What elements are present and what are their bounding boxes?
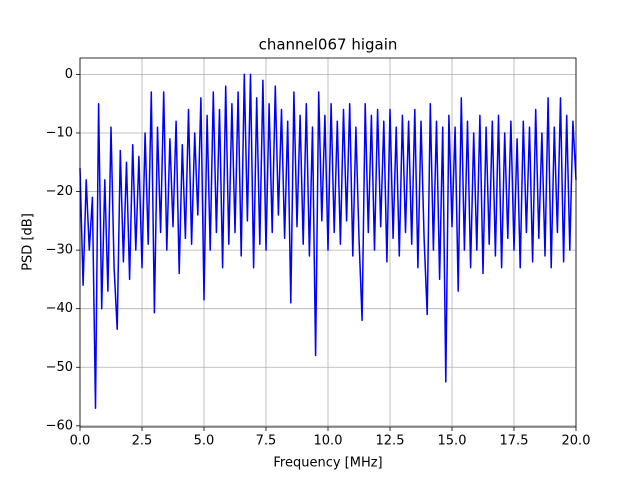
x-tick-label: 0.0	[70, 434, 91, 449]
y-tick-label: 0	[65, 67, 73, 82]
axes-frame	[79, 57, 577, 428]
y-axis-label: PSD [dB]	[21, 213, 36, 271]
x-tick-label: 2.5	[132, 434, 153, 449]
x-tick-label: 10.0	[314, 434, 343, 449]
y-tick-label: −10	[46, 125, 73, 140]
x-tick-label: 15.0	[438, 434, 467, 449]
x-tick-label: 7.5	[256, 434, 277, 449]
y-tick-label: −60	[46, 418, 73, 433]
x-tick-label: 12.5	[376, 434, 405, 449]
psd-line	[79, 73, 577, 410]
y-tick-label: −50	[46, 360, 73, 375]
x-tick-label: 17.5	[500, 434, 529, 449]
x-tick-label: 5.0	[194, 434, 215, 449]
y-tick-label: −40	[46, 301, 73, 316]
y-tick-label: −30	[46, 243, 73, 258]
chart-title: channel067 higain	[259, 36, 398, 54]
x-tick-label: 20.0	[562, 434, 591, 449]
y-tick-label: −20	[46, 184, 73, 199]
x-axis-label: Frequency [MHz]	[273, 456, 382, 471]
